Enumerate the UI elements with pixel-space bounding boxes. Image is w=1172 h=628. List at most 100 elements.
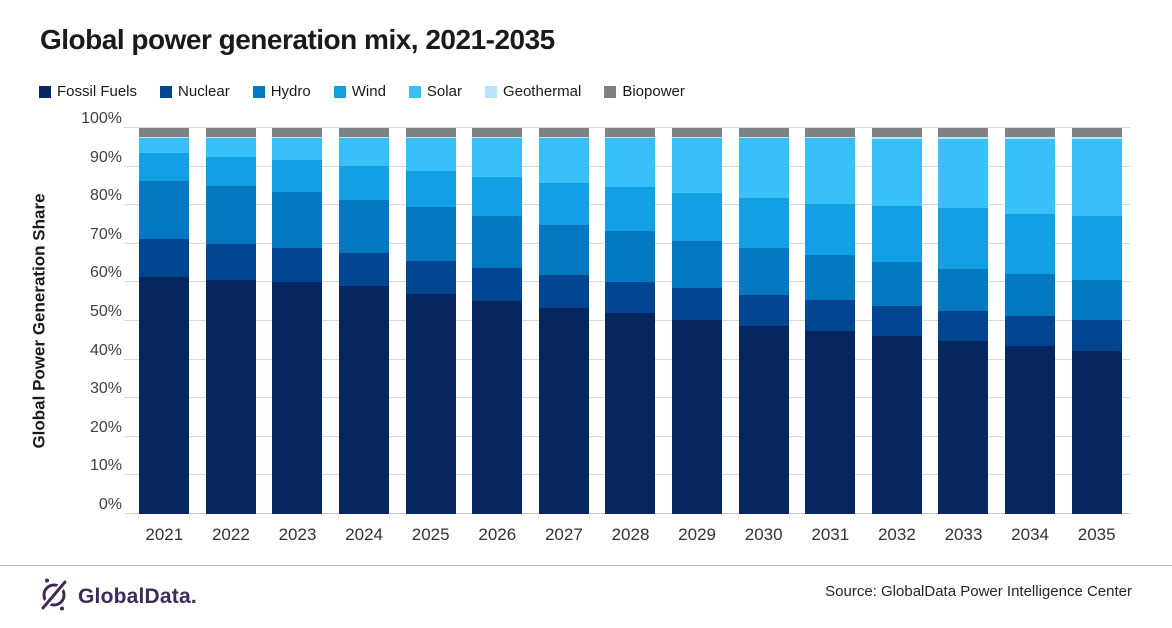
bars [131,128,1130,514]
bar-segment-biopower-2029 [672,128,723,137]
bar-slot-2032 [864,128,931,514]
bar-column-2021 [139,128,190,514]
bar-slot-2031 [797,128,864,514]
bar-segment-geothermal-2035 [1071,136,1122,139]
legend-item-solar: Solar [408,83,462,100]
legend-item-biopower: Biopower [604,83,685,100]
x-tick-label-2029: 2029 [678,525,716,544]
bar-segment-solar-2031 [805,138,856,204]
y-tick-label-20: 20% [89,418,122,436]
bar-segment-solar-2030 [738,138,789,198]
y-tick-label-50: 50% [89,303,122,320]
x-tick-label-2031: 2031 [811,525,850,544]
legend-swatch-icon [160,85,173,98]
bar-column-2030 [738,128,789,514]
bar-segment-hydro-2021 [139,180,190,240]
y-tick-label-60: 60% [89,264,122,282]
y-tick-label-0: 0% [98,496,122,513]
bar-segment-hydro-2031 [805,255,856,300]
bar-segment-hydro-2026 [472,216,523,268]
bar-segment-wind-2029 [672,192,723,242]
bar-slot-2034 [997,128,1064,514]
bar-slot-2021 [131,128,198,514]
x-tick-label-2030: 2030 [744,525,783,544]
legend-item-geothermal: Geothermal [484,83,581,100]
bar-segment-nuclear-2030 [738,295,789,327]
bar-segment-fossil-fuels-2032 [871,335,922,514]
bar-segment-biopower-2034 [1005,128,1056,137]
bar-segment-biopower-2021 [139,128,190,137]
bar-segment-fossil-fuels-2029 [672,320,723,514]
bar-segment-biopower-2024 [339,128,390,137]
x-axis-tick-labels: 2021 2022 2023 2024 2025 2026 2027 2028 2029 2030… [131,525,1130,545]
y-axis-tick-labels: 0% 10% 20% 30% 40% 50% 60% 70% 80% 90% 100% [0,110,122,514]
legend-label: Nuclear [178,83,230,100]
bar-segment-wind-2021 [139,152,190,181]
bar-segment-hydro-2029 [672,241,723,289]
bar-segment-wind-2034 [1005,214,1056,274]
bar-column-2026 [472,128,523,514]
bar-segment-wind-2025 [405,170,456,207]
bar-segment-wind-2031 [805,203,856,256]
bar-segment-wind-2027 [538,183,589,225]
legend-item-fossil-fuels: Fossil Fuels [39,83,137,100]
bar-segment-biopower-2023 [272,128,323,137]
bar-segment-fossil-fuels-2023 [272,282,323,514]
bar-column-2024 [339,128,390,514]
bar-segment-wind-2026 [472,177,523,217]
bar-column-2028 [605,128,656,514]
y-tick-label-10: 10% [89,457,122,475]
chart-title: Global power generation mix, 2021-2035 [40,24,555,55]
x-tick-label-2034: 2034 [1011,525,1049,544]
y-tick-mark [124,127,131,128]
bar-segment-hydro-2022 [205,186,256,245]
y-tick-mark [124,435,131,437]
bar-segment-biopower-2031 [805,128,856,137]
bar-segment-nuclear-2031 [805,299,856,331]
y-tick-mark [124,474,131,476]
bar-segment-solar-2033 [938,138,989,209]
bar-segment-fossil-fuels-2021 [139,276,190,514]
bar-segment-biopower-2025 [405,128,456,137]
bar-segment-biopower-2022 [205,128,256,137]
bar-segment-solar-2025 [405,138,456,171]
bar-segment-fossil-fuels-2022 [205,279,256,514]
bar-segment-nuclear-2026 [472,267,523,301]
legend-swatch-icon [408,85,421,98]
globaldata-circle-slash-icon [40,577,70,616]
bar-segment-hydro-2033 [938,269,989,311]
bar-segment-nuclear-2033 [938,310,989,342]
bar-segment-nuclear-2025 [405,260,456,294]
bar-segment-solar-2027 [538,138,589,184]
bar-segment-hydro-2034 [1005,273,1056,316]
bar-segment-nuclear-2028 [605,281,656,314]
bar-segment-solar-2032 [871,138,922,206]
y-tick-mark [124,204,131,206]
bar-segment-wind-2028 [605,186,656,232]
legend-swatch-icon [39,85,51,98]
bar-segment-solar-2024 [339,138,390,167]
bar-segment-solar-2022 [205,138,256,157]
legend-label: Fossil Fuels [57,83,138,100]
gridline-100 [124,127,1130,128]
bar-segment-fossil-fuels-2026 [472,300,523,514]
y-tick-label-30: 30% [89,380,122,398]
bar-column-2025 [405,128,456,514]
logo-text: GlobalData. [78,584,197,608]
bar-segment-solar-2035 [1071,138,1122,217]
bar-segment-geothermal-2028 [605,136,656,139]
bar-slot-2030 [730,128,797,514]
legend-item-nuclear: Nuclear [160,83,230,100]
bar-segment-hydro-2030 [738,248,789,296]
bar-segment-geothermal-2032 [871,136,922,139]
footer-divider [0,565,1172,566]
legend-swatch-icon [333,85,346,98]
bar-segment-wind-2024 [339,166,390,201]
legend-swatch-icon [252,85,265,98]
y-tick-label-100: 100% [81,110,122,127]
bar-segment-fossil-fuels-2031 [805,330,856,514]
legend-item-wind: Wind [333,83,386,100]
bar-segment-geothermal-2027 [538,136,589,139]
bar-segment-wind-2030 [738,197,789,249]
bar-segment-biopower-2032 [871,128,922,137]
